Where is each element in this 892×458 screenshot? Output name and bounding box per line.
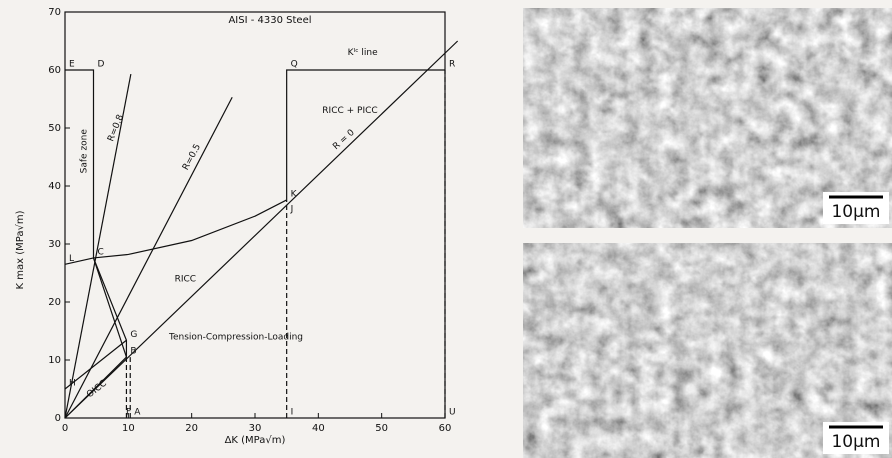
annotation: RICC	[175, 274, 196, 284]
plot-frame	[65, 12, 445, 418]
annotation: RICC + PICC	[322, 106, 377, 116]
y-tick-label: 10	[48, 355, 61, 366]
line	[287, 70, 445, 200]
point-label: I	[291, 408, 294, 418]
y-tick-label: 50	[48, 123, 61, 134]
line	[65, 41, 458, 418]
x-axis-label: ΔK (MPa√m)	[225, 435, 286, 446]
point-label: D	[98, 60, 105, 70]
point-label: F	[126, 408, 131, 418]
point-label: K	[291, 189, 298, 199]
point-label: U	[449, 408, 456, 418]
line	[94, 200, 287, 258]
annotation: Safe zone	[80, 129, 90, 174]
x-tick-label: 20	[185, 423, 198, 434]
y-axis-label: K max (MPa√m)	[15, 210, 26, 289]
point-label: C	[98, 247, 104, 257]
y-tick-label: 70	[48, 7, 61, 18]
y-tick-label: 0	[55, 413, 61, 424]
annotation: Tension-Compression-Loading	[168, 332, 303, 342]
y-tick-label: 30	[48, 239, 61, 250]
point-label: H	[69, 379, 76, 389]
x-tick-label: 0	[62, 423, 68, 434]
scale-label: 10µm	[831, 202, 880, 222]
x-tick-label: 60	[439, 423, 452, 434]
point-label: Q	[291, 60, 298, 70]
point-label: J	[290, 205, 294, 215]
micrographs: 10µm 10µm	[523, 0, 892, 458]
annotation: Kᴵᶜ line	[348, 48, 378, 58]
x-tick-label: 40	[312, 423, 325, 434]
annotation: R = 0	[331, 128, 357, 153]
chart: AISI - 4330 Steel ΔK (MPa√m) K max (MPa√…	[0, 0, 510, 458]
line	[65, 97, 232, 418]
point-label: G	[130, 330, 137, 340]
point-label: E	[69, 60, 75, 70]
point-label: R	[449, 60, 455, 70]
annotation: R=0.8	[106, 113, 126, 143]
annotation: OICC	[85, 379, 109, 401]
point-label: L	[69, 254, 74, 264]
scale-label: 10µm	[831, 432, 880, 452]
y-tick-label: 40	[48, 181, 61, 192]
x-tick-label: 10	[122, 423, 135, 434]
point-label: A	[134, 408, 141, 418]
y-tick-label: 20	[48, 297, 61, 308]
chart-title: AISI - 4330 Steel	[228, 15, 311, 26]
x-tick-label: 30	[249, 423, 262, 434]
line	[94, 258, 127, 357]
point-label: B	[130, 347, 136, 357]
annotation: R=0.5	[181, 142, 203, 172]
x-tick-label: 50	[375, 423, 388, 434]
y-tick-label: 60	[48, 65, 61, 76]
